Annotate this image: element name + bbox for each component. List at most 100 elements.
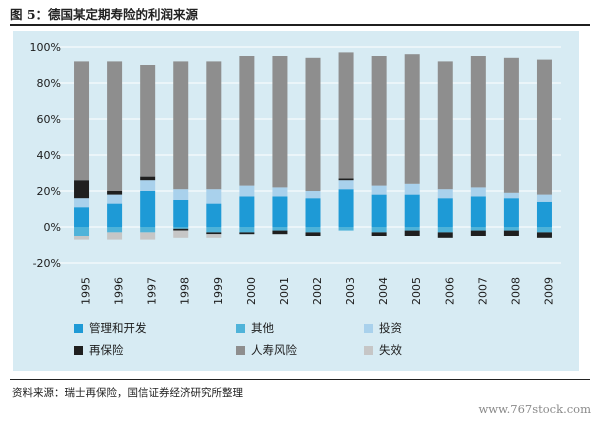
title-rule <box>10 24 590 26</box>
legend-item: 人寿风险 <box>236 342 297 358</box>
y-tick-label: 20% <box>37 185 61 198</box>
bar-segment <box>74 227 90 236</box>
legend-label: 管理和开发 <box>89 321 147 335</box>
bar-segment <box>272 230 288 235</box>
x-tick-label: 1997 <box>146 277 159 305</box>
x-tick-label: 2003 <box>344 277 357 305</box>
y-tick-label: 60% <box>37 113 61 126</box>
stacked-bar-chart: 100% 80% 60% 40% 20% 0% -20% 1995 1996 1997 1998 19… <box>30 41 561 305</box>
bar-segment <box>305 57 321 191</box>
legend-label: 失效 <box>379 343 402 357</box>
y-tick-label: -20% <box>33 257 61 270</box>
bar-segment <box>206 232 222 235</box>
bar-segment <box>437 189 453 199</box>
bar-segment <box>371 194 387 227</box>
bar-segment <box>107 194 123 204</box>
bar-segment <box>437 61 453 190</box>
x-tick-label: 2007 <box>476 277 489 305</box>
bar-segment <box>536 194 552 202</box>
bar-segment <box>206 61 222 190</box>
x-tick-label: 2006 <box>443 277 456 305</box>
bar-segment <box>305 227 321 233</box>
y-tick-label: 80% <box>37 77 61 90</box>
legend-item: 再保险 <box>74 342 124 358</box>
bar-segment <box>173 230 189 238</box>
source-note: 资料来源：瑞士再保险，国信证券经济研究所整理 <box>12 387 243 399</box>
bar-segment <box>107 203 123 227</box>
bar-segment <box>173 200 189 227</box>
legend-item: 其他 <box>236 320 274 336</box>
bar-segment <box>74 207 90 227</box>
source-rule <box>10 379 590 380</box>
bar-segment <box>107 191 123 195</box>
chart-legend: 管理和开发 其他 投资再保险 人寿风险 失效 <box>74 320 574 364</box>
bar-segment <box>470 227 486 231</box>
bar-segment <box>536 232 552 238</box>
x-tick-label: 2009 <box>542 277 555 305</box>
legend-item: 失效 <box>364 342 402 358</box>
bar-segment <box>140 227 156 233</box>
y-tick-label: 100% <box>30 41 61 54</box>
bar-segment <box>140 191 156 227</box>
bar-segment <box>404 227 420 231</box>
bar-segment <box>371 227 387 233</box>
bar-segment <box>272 227 288 231</box>
bar-segment <box>371 56 387 186</box>
bar-segment <box>371 232 387 236</box>
bar-segment <box>107 232 123 240</box>
bar-segment <box>173 228 189 231</box>
legend-item: 投资 <box>364 320 402 336</box>
bar-segment <box>206 234 222 238</box>
y-tick-label: 40% <box>37 149 61 162</box>
bar-segment <box>140 232 156 240</box>
x-tick-label: 2001 <box>278 277 291 305</box>
bar-segment <box>437 232 453 238</box>
bar-segment <box>74 198 90 208</box>
bar-segment <box>239 185 255 197</box>
bar-segment <box>239 232 255 235</box>
bar-segment <box>536 59 552 195</box>
bar-segment <box>437 198 453 227</box>
bar-segment <box>173 61 189 190</box>
bar-segment <box>206 203 222 227</box>
legend-label: 再保险 <box>89 343 124 357</box>
bar-segment <box>338 180 354 190</box>
bar-segment <box>107 227 123 233</box>
bar-segment <box>404 183 420 195</box>
bar-segment <box>107 61 123 192</box>
bar-segment <box>404 194 420 227</box>
bar-segment <box>338 227 354 231</box>
bar-segment <box>74 61 90 181</box>
x-tick-label: 2005 <box>410 277 423 305</box>
bar-segment <box>338 52 354 179</box>
x-tick-label: 2004 <box>377 277 390 305</box>
bar-segment <box>404 230 420 236</box>
bar-segment <box>503 230 519 236</box>
legend-swatch <box>74 323 83 333</box>
bar-segment <box>173 189 189 200</box>
bar-segment <box>272 187 288 197</box>
x-tick-label: 1999 <box>212 277 225 305</box>
y-tick-label: 0% <box>44 221 61 234</box>
bar-segment <box>239 56 255 186</box>
bar-segment <box>239 196 255 227</box>
bar-segment <box>404 54 420 184</box>
bar-segment <box>470 230 486 236</box>
bar-segment <box>437 227 453 233</box>
bar-segment <box>272 196 288 227</box>
bar-segment <box>305 232 321 236</box>
bar-segment <box>305 191 321 199</box>
bar-segment <box>470 196 486 227</box>
bar-segment <box>173 227 189 229</box>
legend-item: 管理和开发 <box>74 320 147 336</box>
figure-title: 图 5：德国某定期寿险的利润来源 <box>10 7 199 22</box>
bar-segment <box>74 236 90 240</box>
bar-segment <box>503 57 519 193</box>
legend-label: 投资 <box>379 321 402 335</box>
legend-swatch <box>74 345 83 355</box>
bar-segment <box>338 189 354 227</box>
bar-segment <box>536 227 552 233</box>
bar-segment <box>338 178 354 181</box>
bar-segment <box>503 198 519 227</box>
bar-segment <box>239 227 255 233</box>
